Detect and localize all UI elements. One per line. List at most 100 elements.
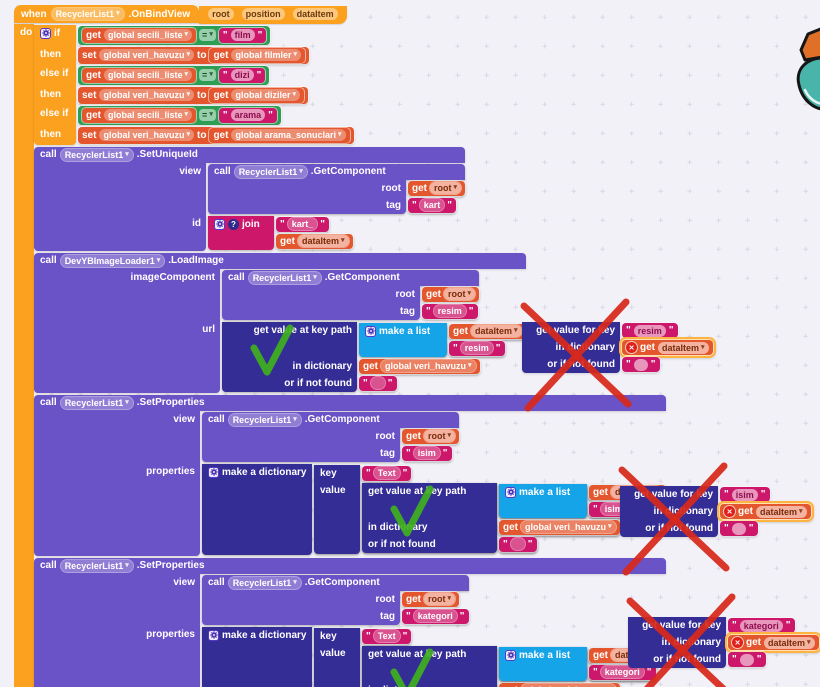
input-socket[interactable]: set global veri_havuzu ▾ to get global arama_… xyxy=(76,126,354,145)
set-variable-block[interactable]: set global veri_havuzu ▾ to get global dizile… xyxy=(78,86,308,104)
input-socket[interactable]: make a dictionary key " Text " value get value… xyxy=(200,463,666,556)
compare-block[interactable]: get global secili_liste ▾ = ▾ " film " xyxy=(78,25,271,45)
dropdown-field[interactable]: RecyclerList1 ▾ xyxy=(60,396,133,409)
call-loadimage-block[interactable]: call DevYBImageLoader1 ▾ .LoadImage imageCom… xyxy=(34,252,526,393)
dropdown-field[interactable]: root ▾ xyxy=(430,182,462,194)
input-socket[interactable]: get global secili_liste ▾ = ▾ " arama " xyxy=(76,105,354,126)
input-socket[interactable]: make a list get dataItem ▾ " resim " xyxy=(357,322,526,358)
help-icon[interactable]: ? xyxy=(228,218,239,230)
input-socket[interactable]: key " Text " value get value at key path make … xyxy=(312,627,666,687)
make-a-list-block[interactable]: make a list get dataItem ▾ " resim " xyxy=(359,322,526,357)
dropdown-field[interactable]: root ▾ xyxy=(444,288,476,300)
text-field[interactable] xyxy=(370,377,385,389)
input-socket[interactable]: " Text " xyxy=(360,628,666,645)
input-socket[interactable]: get global secili_liste ▾ = ▾ " dizi " xyxy=(76,65,354,86)
dropdown-field[interactable]: global veri_havuzu▾ xyxy=(521,521,616,533)
text-block[interactable]: "isim" xyxy=(720,487,770,502)
floating-block-group[interactable]: get value for key " kategori " in dictionary… xyxy=(626,593,819,687)
set-variable-block[interactable]: set global veri_havuzu ▾ to get global filmle… xyxy=(78,46,309,64)
input-socket[interactable]: " resim " xyxy=(420,303,479,320)
get-variable-block[interactable]: get root ▾ xyxy=(402,591,460,607)
dropdown-field[interactable]: root ▾ xyxy=(424,430,456,442)
input-socket[interactable]: call RecyclerList1 ▾ .GetComponent root get ro… xyxy=(200,574,666,626)
text-block[interactable]: " kart_ " xyxy=(276,216,330,232)
make-a-dictionary-block[interactable]: make a dictionary key " Text " value get value… xyxy=(202,626,666,687)
dropdown-field[interactable]: global secili_liste ▾ xyxy=(104,109,193,121)
text-block[interactable]: " kategori " xyxy=(402,608,469,624)
input-socket[interactable]: " " xyxy=(357,375,526,392)
text-field[interactable]: dizi xyxy=(230,69,254,81)
text-block[interactable]: " resim " xyxy=(449,340,505,356)
dropdown-field[interactable]: dataItem▾ xyxy=(471,325,522,337)
event-parameter-root[interactable]: root xyxy=(208,7,234,20)
input-socket[interactable]: " kart " xyxy=(406,197,465,214)
dropdown-field[interactable]: global secili_liste ▾ xyxy=(104,29,193,41)
get-variable-block[interactable]: get root ▾ xyxy=(408,180,466,196)
input-socket[interactable]: key " Text " value get value at key path make … xyxy=(312,464,666,555)
get-variable-block[interactable]: get global filmler ▾ xyxy=(209,47,305,63)
event-parameter-position[interactable]: position xyxy=(241,7,285,20)
get-variable-block[interactable]: get global secili_liste ▾ xyxy=(82,107,197,123)
call-getcomponent-block[interactable]: call RecyclerList1 ▾ .GetComponent root get ro… xyxy=(222,269,480,320)
dropdown-field[interactable]: global diziler ▾ xyxy=(231,89,300,101)
text-field[interactable]: kart_ xyxy=(287,218,318,230)
input-socket[interactable]: get root ▾ xyxy=(406,180,466,197)
input-socket[interactable]: ✕ get dataItem ▾ xyxy=(718,503,811,520)
text-field[interactable]: resim xyxy=(633,324,666,337)
input-socket[interactable]: call RecyclerList1 ▾ .GetComponent root get ro… xyxy=(206,163,466,215)
call-getcomponent-block[interactable]: call RecyclerList1 ▾ .GetComponent root get ro… xyxy=(208,163,466,214)
empty-text-block[interactable]: " " xyxy=(720,521,758,536)
text-field[interactable]: resim xyxy=(433,305,466,317)
dropdown-field[interactable]: root ▾ xyxy=(424,593,456,605)
input-socket[interactable]: get root ▾ xyxy=(400,591,469,608)
input-socket[interactable]: ✕ get dataItem ▾ xyxy=(620,339,713,356)
text-field[interactable] xyxy=(633,358,648,371)
text-field[interactable]: Text xyxy=(373,630,400,642)
mutator-gear-icon[interactable] xyxy=(505,649,516,661)
input-socket[interactable]: " " xyxy=(718,520,811,537)
text-field[interactable] xyxy=(731,522,746,535)
operator-dropdown[interactable]: = ▾ xyxy=(199,69,216,81)
get-value-for-key-block[interactable]: get value for key " resim " in dictionary ✕ ge… xyxy=(522,322,713,373)
error-icon[interactable]: ✕ xyxy=(724,506,735,517)
input-socket[interactable]: " kart_ " xyxy=(274,216,353,233)
call-setproperties-block[interactable]: call RecyclerList1 ▾ .SetProperties view call… xyxy=(34,557,666,687)
dropdown-field[interactable]: global veri_havuzu▾ xyxy=(99,49,194,61)
text-field[interactable]: film xyxy=(230,29,255,41)
dropdown-field[interactable]: dataItem▾ xyxy=(298,235,349,247)
text-block[interactable]: " kategori " xyxy=(728,618,795,633)
operator-dropdown[interactable]: = ▾ xyxy=(199,109,216,121)
get-value-for-key-block[interactable]: get value for key " kategori " in dictionary… xyxy=(628,617,819,668)
compare-block[interactable]: get global secili_liste ▾ = ▾ " dizi " xyxy=(78,65,270,85)
text-block[interactable]: " dizi " xyxy=(218,67,266,83)
dropdown-field[interactable]: DevYBImageLoader1 ▾ xyxy=(60,254,165,267)
text-field[interactable] xyxy=(510,538,525,550)
dropdown-field[interactable]: global secili_liste ▾ xyxy=(104,69,193,81)
text-block[interactable]: " film " xyxy=(218,27,267,43)
text-field[interactable]: kart xyxy=(419,199,445,211)
floating-block-group[interactable]: get value for key " isim " in dictionary ✕ get… xyxy=(618,462,811,576)
when-onbindview-block[interactable]: when RecyclerList1 ▾ .OnBindView root positio… xyxy=(14,5,666,687)
text-block[interactable]: " resim " xyxy=(422,303,478,319)
input-socket[interactable]: get root ▾ xyxy=(400,428,460,445)
input-socket[interactable]: set global veri_havuzu ▾ to get global dizile… xyxy=(76,86,354,105)
empty-text-block[interactable]: " " xyxy=(622,357,660,372)
text-block[interactable]: " Text " xyxy=(362,628,412,644)
make-a-dictionary-block[interactable]: make a dictionary key " Text " value get value… xyxy=(202,463,666,555)
dropdown-field[interactable]: RecyclerList1 ▾ xyxy=(51,8,124,20)
text-field[interactable]: arama xyxy=(230,109,266,121)
floating-block-group[interactable]: get value for key " resim " in dictionary ✕ ge… xyxy=(520,298,713,412)
input-socket[interactable]: make a dictionary key " Text " value get value… xyxy=(200,626,666,687)
